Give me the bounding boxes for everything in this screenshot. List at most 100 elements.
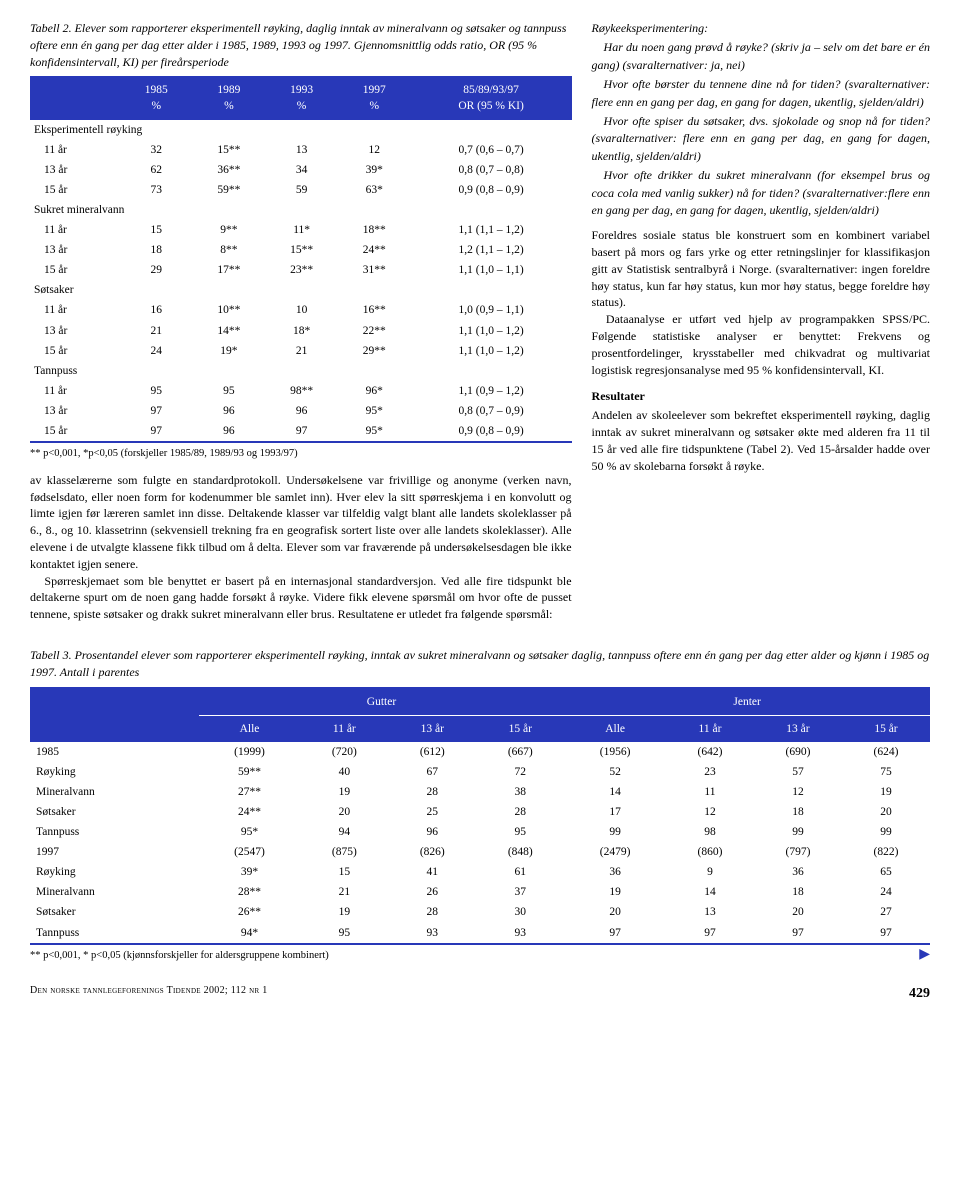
table2-cell: 15 år <box>30 180 120 200</box>
table2-cell: 29** <box>338 341 411 361</box>
table2-cell: 97 <box>265 421 338 442</box>
table3-cell: 97 <box>564 923 666 944</box>
table2-cell: 31** <box>338 260 411 280</box>
table3-cell: (860) <box>666 842 754 862</box>
table2-cell: 19* <box>193 341 266 361</box>
table3-cell: 12 <box>666 802 754 822</box>
lr-p1: Foreldres sosiale status ble konstruert … <box>592 227 930 311</box>
table2-cell: 22** <box>338 321 411 341</box>
table3-cell: 20 <box>842 802 930 822</box>
t3-sh8: 15 år <box>842 715 930 742</box>
table2-cell: 62 <box>120 160 193 180</box>
t3-sh0 <box>30 715 199 742</box>
table3-cell: 9 <box>666 862 754 882</box>
table3-cell: (875) <box>300 842 388 862</box>
page-footer: Den norske tannlegeforenings Tidende 200… <box>30 984 930 1004</box>
table3-cell: 19 <box>300 902 388 922</box>
table2-cell: 24** <box>338 240 411 260</box>
table3-cell: 99 <box>564 822 666 842</box>
table2-cell: 18* <box>265 321 338 341</box>
table3-cell: 37 <box>476 882 564 902</box>
table3-cell: 93 <box>476 923 564 944</box>
t3-sh6: 11 år <box>666 715 754 742</box>
table3-cell: 20 <box>300 802 388 822</box>
table2-cell: 97 <box>120 421 193 442</box>
table3-cell: 23 <box>666 762 754 782</box>
sidebar-p1: Har du noen gang prøvd å røyke? (skriv j… <box>592 39 930 74</box>
table2-cell: 9** <box>193 220 266 240</box>
table3-cell: 96 <box>388 822 476 842</box>
table2-cell: 1,1 (1,0 – 1,2) <box>411 321 572 341</box>
table3-cell: Røyking <box>30 762 199 782</box>
table3-cell: (1956) <box>564 742 666 762</box>
table2-cell: 32 <box>120 140 193 160</box>
table3-cell: 19 <box>564 882 666 902</box>
table2-cell: 16 <box>120 300 193 320</box>
table2-cell: 96 <box>265 401 338 421</box>
table3-cell: 75 <box>842 762 930 782</box>
table2-cell: 11 år <box>30 140 120 160</box>
table3-cell: 28** <box>199 882 301 902</box>
table3: Gutter Jenter Alle 11 år 13 år 15 år All… <box>30 687 930 945</box>
table3-cell: 94* <box>199 923 301 944</box>
table2-cell: 10 <box>265 300 338 320</box>
table2-cell: 63* <box>338 180 411 200</box>
table3-cell: 24 <box>842 882 930 902</box>
page-number: 429 <box>909 984 930 1004</box>
table2-cell: 23** <box>265 260 338 280</box>
table3-cell: 94 <box>300 822 388 842</box>
table3-cell: (2479) <box>564 842 666 862</box>
table2-cell: 13 <box>265 140 338 160</box>
sidebar-p3: Hvor ofte spiser du søtsaker, dvs. sjoko… <box>592 113 930 165</box>
table3-cell: 36 <box>564 862 666 882</box>
sidebar-questions: Røykeeksperimentering: Har du noen gang … <box>592 20 930 219</box>
table2-cell: 0,9 (0,8 – 0,9) <box>411 180 572 200</box>
table3-cell: 57 <box>754 762 842 782</box>
table2-cell: 1,1 (1,1 – 1,2) <box>411 220 572 240</box>
t3-sh2: 11 år <box>300 715 388 742</box>
table3-cell: 14 <box>666 882 754 902</box>
table2-cell: 21 <box>265 341 338 361</box>
table2-cell: 59 <box>265 180 338 200</box>
table3-cell: 27 <box>842 902 930 922</box>
table3-cell: 52 <box>564 762 666 782</box>
table3-cell: 11 <box>666 782 754 802</box>
table3-cell: (667) <box>476 742 564 762</box>
table3-cell: 97 <box>754 923 842 944</box>
body-p1: av klasselærerne som fulgte en standardp… <box>30 472 572 573</box>
table2-cell: 36** <box>193 160 266 180</box>
table2-cell: 16** <box>338 300 411 320</box>
table3-cell: (720) <box>300 742 388 762</box>
table3-cell: 99 <box>842 822 930 842</box>
table2-cell: 1,0 (0,9 – 1,1) <box>411 300 572 320</box>
table2-cell: 13 år <box>30 321 120 341</box>
table3-cell: (642) <box>666 742 754 762</box>
table2-cell: 18** <box>338 220 411 240</box>
table2-cell: 1,1 (1,0 – 1,2) <box>411 341 572 361</box>
table3-cell: 38 <box>476 782 564 802</box>
table2-h3: 1993% <box>265 77 338 119</box>
table2-cell: 24 <box>120 341 193 361</box>
table3-cell: Søtsaker <box>30 902 199 922</box>
table3-cell: 13 <box>666 902 754 922</box>
table3-cell: 95* <box>199 822 301 842</box>
table2-cell: 11 år <box>30 300 120 320</box>
table2-cell: 15 <box>120 220 193 240</box>
table2-cell: 29 <box>120 260 193 280</box>
table2-caption: Tabell 2. Elever som rapporterer eksperi… <box>30 20 572 70</box>
table3-cell: 26** <box>199 902 301 922</box>
table3-cell: 28 <box>476 802 564 822</box>
table2-cell: 18 <box>120 240 193 260</box>
table3-cell: (822) <box>842 842 930 862</box>
table2: 1985% 1989% 1993% 1997% 85/89/93/97OR (9… <box>30 76 572 443</box>
table2-cell: 0,7 (0,6 – 0,7) <box>411 140 572 160</box>
table3-cell: 27** <box>199 782 301 802</box>
body-text-left: av klasselærerne som fulgte en standardp… <box>30 472 572 623</box>
table2-cell: 96 <box>193 401 266 421</box>
table2-cell: 15** <box>193 140 266 160</box>
table2-cell: 15 år <box>30 421 120 442</box>
table3-cell: Mineralvann <box>30 882 199 902</box>
table2-h0 <box>30 77 120 119</box>
body-p2: Spørreskjemaet som ble benyttet er baser… <box>30 573 572 623</box>
table2-cell: 0,9 (0,8 – 0,9) <box>411 421 572 442</box>
